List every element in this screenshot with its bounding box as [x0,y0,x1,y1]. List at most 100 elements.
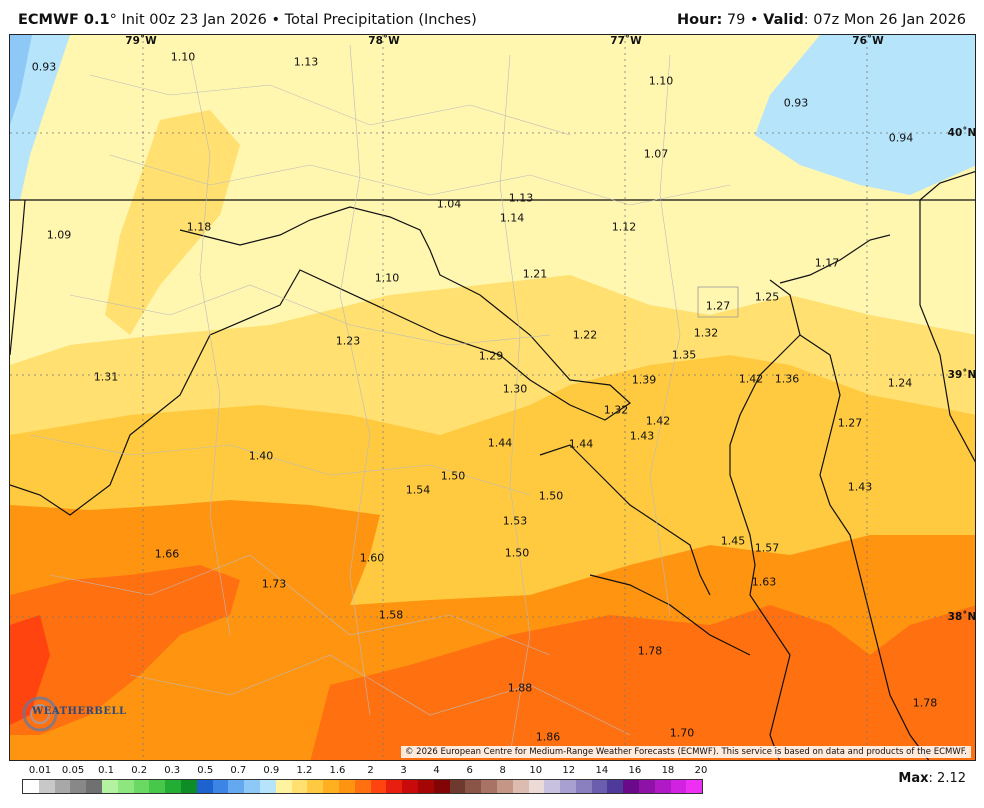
value-label: 1.22 [572,328,598,342]
legend-tick-label: 4 [433,765,440,776]
lat-lon-grid [10,35,975,760]
legend-color-swatch [607,780,624,793]
value-label: 1.18 [186,220,212,234]
legend-color-swatch [512,780,529,793]
value-label: 1.24 [887,376,913,390]
zone-0-9-west [10,35,70,200]
legend-color-swatch [54,780,71,793]
product-name: Total Precipitation (Inches) [284,12,477,28]
legend-color-swatch [291,780,308,793]
model-name: ECMWF 0.1 [18,12,110,28]
value-label: 1.66 [154,547,180,561]
value-label: 1.44 [487,436,513,450]
legend-color-swatch [544,780,561,793]
valid-label: Valid [763,12,804,28]
legend-color-swatch [165,780,181,793]
rivers-south [539,444,751,656]
value-label: 1.44 [568,437,594,451]
wv-border-west [10,199,26,356]
max-value: : 2.12 [928,771,966,786]
lon-label-78w: 78˚W [368,35,400,47]
zone-1-2-ridge [105,110,240,335]
degree-sign: ° [109,12,117,28]
legend-tick-label: 10 [529,765,543,776]
weatherbell-logo: WEATHERBELL [18,692,126,738]
legend-color-swatch [212,780,229,793]
legend-color-swatch [338,780,355,793]
value-label: 1.50 [440,469,466,483]
value-label: 0.93 [31,60,57,74]
value-label: 1.36 [774,372,800,386]
legend-tick-label: 20 [694,765,708,776]
zone-0-9-west-dark [10,35,32,125]
lat-label-40n: 40˚N [947,127,976,139]
title-left: ECMWF 0.1° Init 00z 23 Jan 2026 • Total … [18,12,477,28]
nj-border [919,171,975,201]
legend-color-swatch [560,780,576,793]
value-label: 1.30 [502,382,528,396]
legend-color-swatch [686,780,703,793]
header-bar: ECMWF 0.1° Init 00z 23 Jan 2026 • Total … [0,0,984,34]
value-label: 1.32 [693,326,719,340]
legend-color-swatch [623,780,640,793]
copyright-notice: © 2026 European Centre for Medium-Range … [400,746,971,758]
legend-color-swatch [259,780,276,793]
legend-color-swatch [196,780,213,793]
value-label: 1.70 [669,726,695,740]
value-label: 1.57 [754,541,780,555]
legend-color-swatch [370,780,387,793]
max-value-readout: Max: 2.12 [898,771,966,786]
baltimore-outline [697,286,739,318]
value-label: 1.39 [631,373,657,387]
legend-color-swatch [670,780,687,793]
chesapeake-bay-east-shore [799,334,930,760]
valid-value: : 07z Mon 26 Jan 2026 [803,12,966,28]
legend-color-swatch [275,780,292,793]
value-label: 1.32 [603,403,629,417]
value-label: 1.09 [46,228,72,242]
lon-label-76w: 76˚W [852,35,884,47]
value-label: 1.17 [814,256,840,270]
legend-tick-label: 16 [628,765,642,776]
legend-color-swatch [528,780,545,793]
value-label: 1.78 [912,696,938,710]
hour-value: 79 [722,12,746,28]
legend-color-swatch [244,780,260,793]
value-label: 0.93 [783,96,809,110]
value-label: 1.45 [720,534,746,548]
value-label: 1.27 [705,299,731,313]
value-label: 1.23 [335,334,361,348]
logo-text: WEATHERBELL [32,706,127,717]
legend-color-swatch [38,780,55,793]
value-label: 1.29 [478,349,504,363]
legend-color-swatch [465,780,482,793]
value-label: 1.10 [170,50,196,64]
legend-color-swatch [575,780,592,793]
value-label: 1.43 [629,429,655,443]
legend-color-swatch [133,780,150,793]
value-label: 1.10 [648,74,674,88]
separator-bullet: • [266,12,285,28]
value-label: 1.42 [645,414,671,428]
legend-tick-label: 0.7 [230,765,247,776]
zone-1-8-south [310,605,975,760]
legend-color-swatch [402,780,418,793]
lat-label-38n: 38˚N [947,611,976,623]
legend-color-swatch [417,780,434,793]
legend-tick-label: 0.5 [197,765,214,776]
value-label: 1.27 [837,416,863,430]
value-label: 1.88 [507,681,533,695]
zone-1-8-west [10,565,240,735]
logo-swirl-icon [22,696,58,732]
lon-label-77w: 77˚W [610,35,642,47]
legend-color-swatch [228,780,245,793]
county-lines [29,44,731,756]
precipitation-map[interactable]: 79˚W 78˚W 77˚W 76˚W 40˚N 39˚N 38˚N 0.93 … [9,34,976,761]
value-label: 1.50 [504,546,530,560]
legend-tick-label: 0.2 [131,765,148,776]
legend-color-swatch [496,780,513,793]
legend-color-bar [22,779,703,794]
init-time: Init 00z 23 Jan 2026 [116,12,267,28]
value-label: 1.43 [847,480,873,494]
value-label: 1.40 [248,449,274,463]
